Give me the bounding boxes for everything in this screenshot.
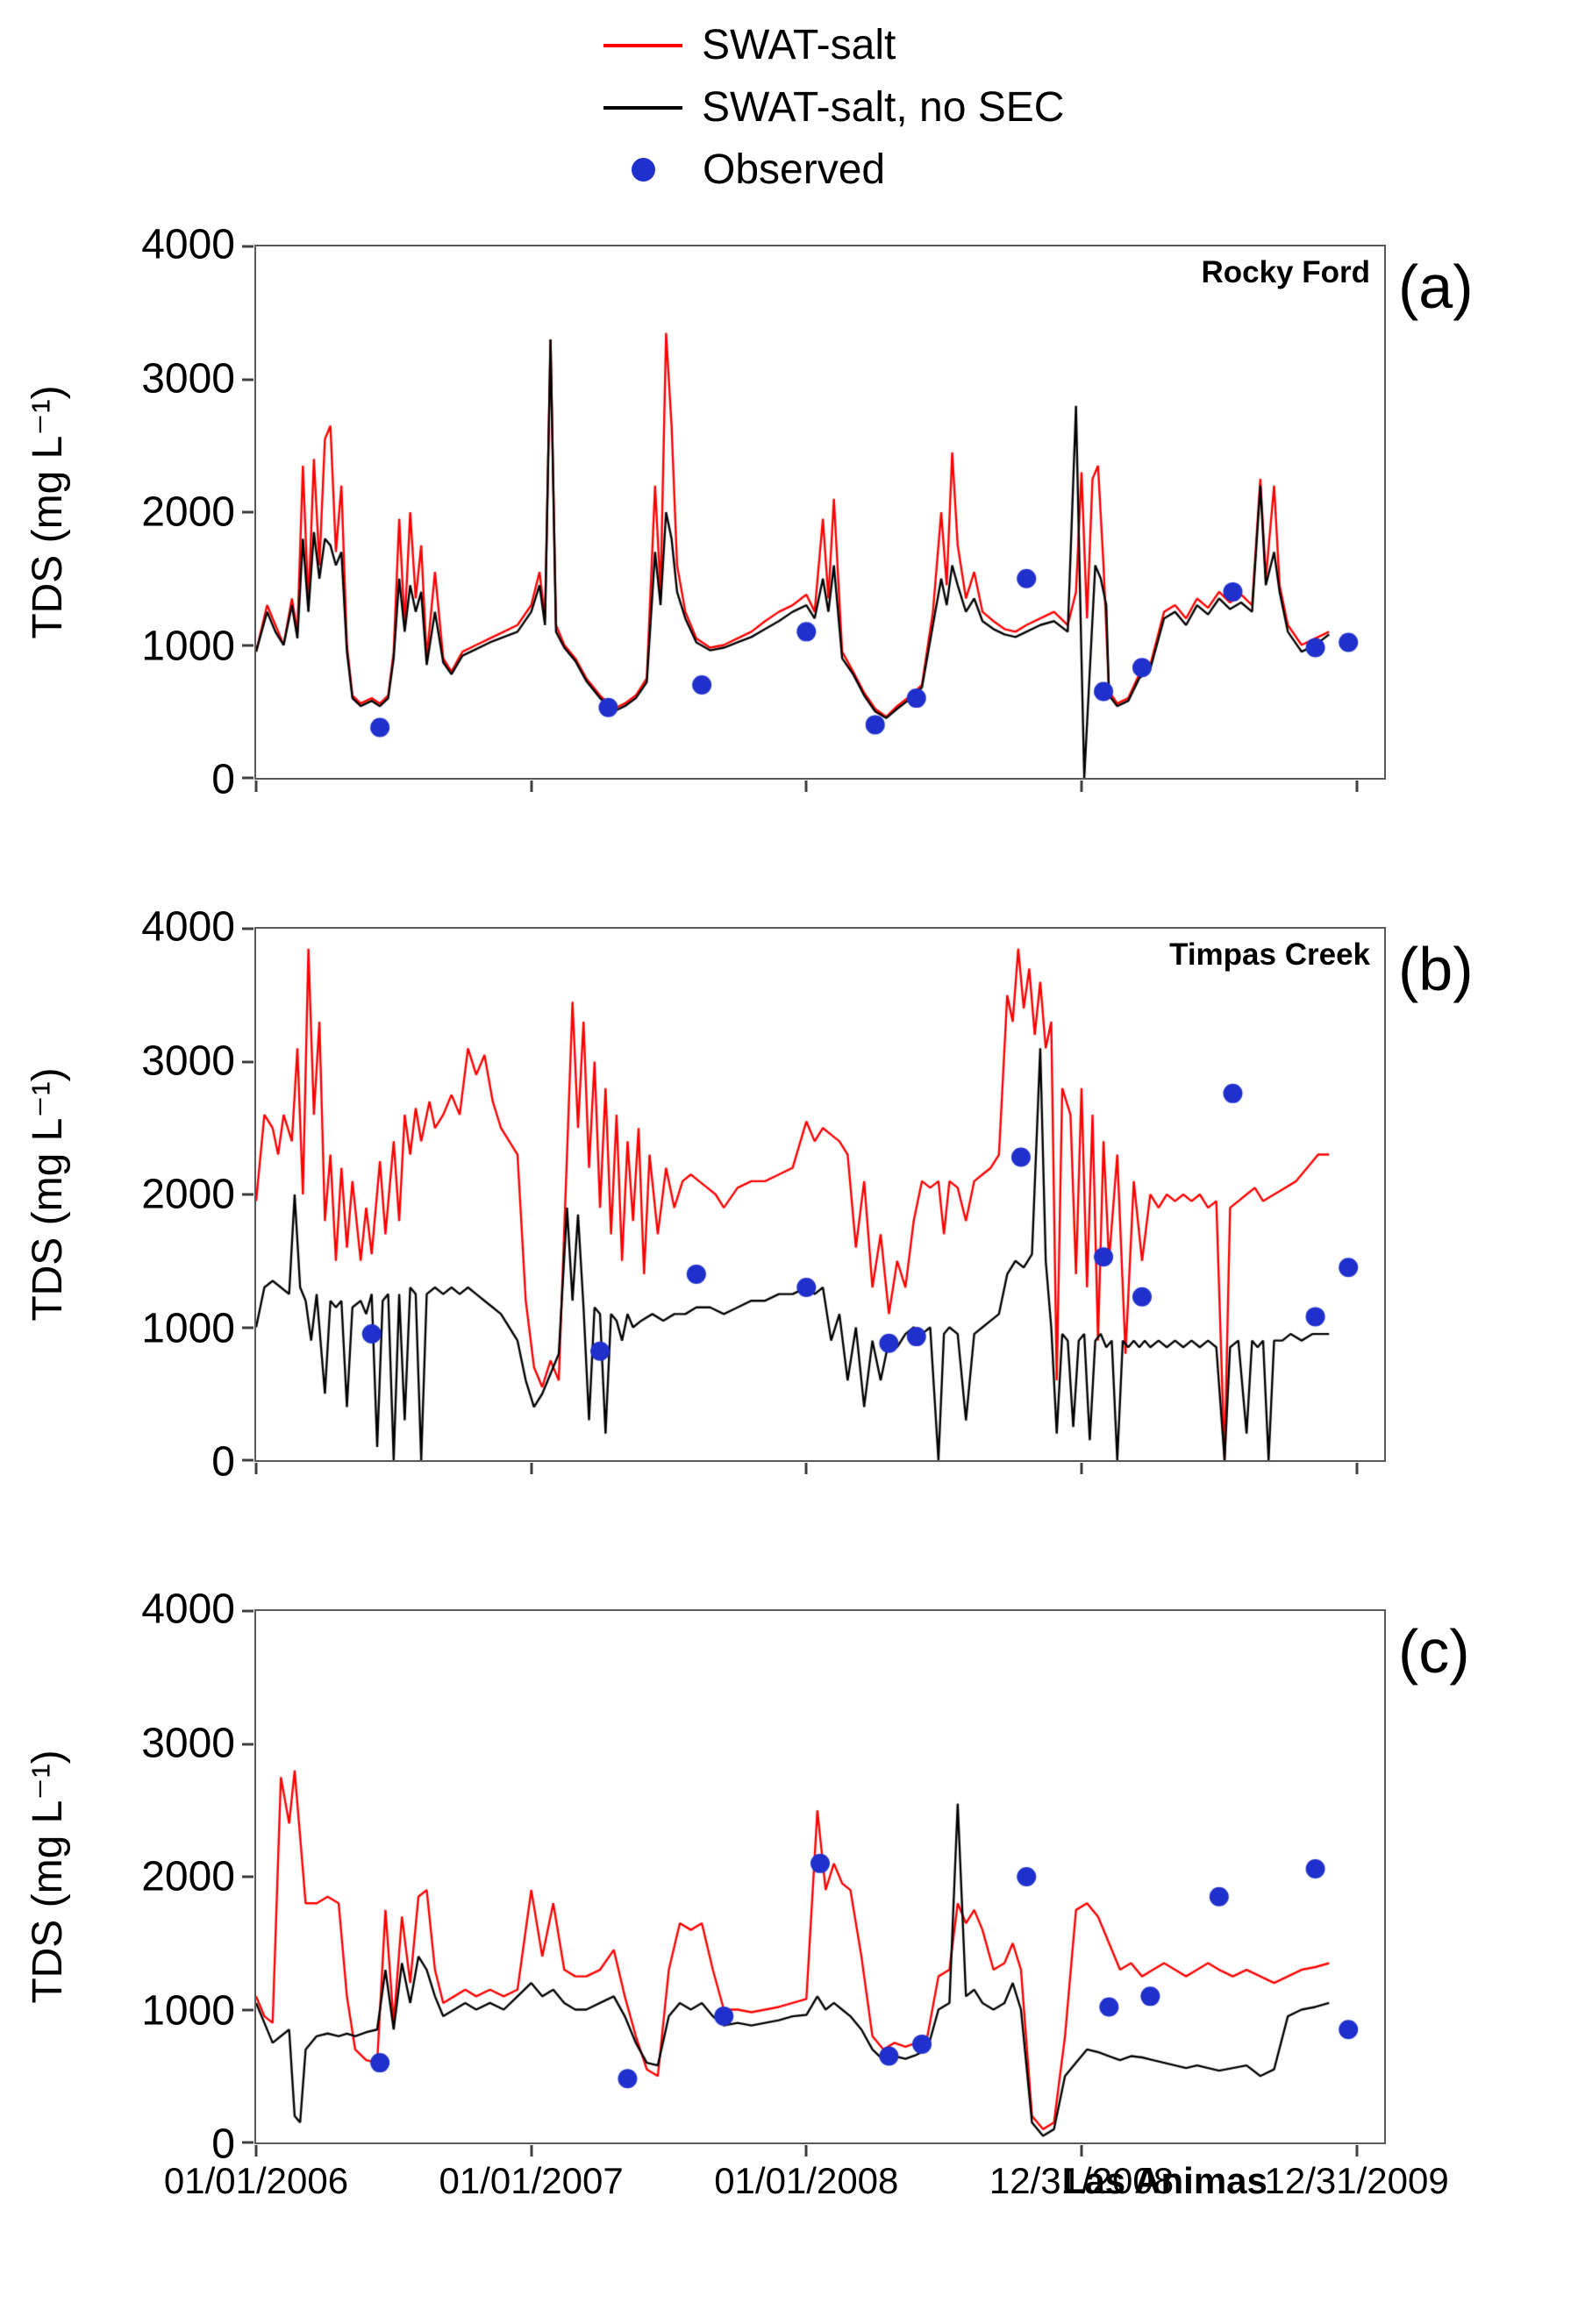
tick-mark <box>804 1463 808 1474</box>
panel-letter-container: (a) <box>1386 245 1578 780</box>
chart-canvas-las-animas <box>256 1611 1384 2142</box>
tick-mark <box>804 2145 808 2156</box>
tick-mark <box>242 2008 253 2011</box>
tick-mark <box>1080 2145 1083 2156</box>
legend-label: SWAT-salt <box>702 22 896 68</box>
y-axis-label: TDS (mg L⁻¹) <box>25 1750 71 2004</box>
tick-mark <box>254 2145 258 2156</box>
y-axis-label-container: TDS (mg L⁻¹) <box>0 927 95 1462</box>
plot-area-las-animas: Las Animas 01/01/2006 01/01/2007 01/01/2… <box>164 1609 1449 2201</box>
plot-area-rocky-ford: Rocky Ford <box>242 245 1386 792</box>
panel-letter: (a) <box>1398 253 1474 321</box>
panel-letter-container: (c) <box>1386 1609 1578 2144</box>
x-tick-label: 01/01/2006 <box>163 2160 349 2201</box>
tick-mark <box>254 1463 258 1474</box>
y-tick-label: 0 <box>211 756 235 803</box>
y-axis-ticks: 4000 3000 2000 1000 0 <box>95 904 254 1486</box>
y-tick-label: 4000 <box>141 903 235 951</box>
legend-item-swat-salt: SWAT-salt <box>603 21 1578 69</box>
panel-letter: (b) <box>1398 935 1474 1003</box>
panel-rocky-ford: TDS (mg L⁻¹) 4000 3000 2000 1000 0 Rocky… <box>0 222 1578 803</box>
panel-title: Las Animas <box>1061 2160 1267 2201</box>
y-axis-label-container: TDS (mg L⁻¹) <box>0 1609 95 2144</box>
legend-label: Observed <box>703 146 886 193</box>
x-tick-label: 01/01/2007 <box>439 2160 624 2201</box>
tick-mark <box>242 510 253 514</box>
tick-mark <box>242 245 253 248</box>
tick-mark <box>242 776 253 780</box>
y-tick-label: 2000 <box>141 488 235 536</box>
y-axis-ticks: 4000 3000 2000 1000 0 <box>95 222 254 803</box>
panel-timpas-creek: TDS (mg L⁻¹) 4000 3000 2000 1000 0 Timpa… <box>0 904 1578 1486</box>
y-axis-ticks: 4000 3000 2000 1000 0 <box>95 1586 254 2168</box>
tick-mark <box>530 2145 533 2156</box>
plot-area-timpas-creek: Timpas Creek <box>242 927 1386 1474</box>
tick-mark <box>242 644 253 646</box>
tick-mark <box>242 1326 253 1329</box>
tick-mark <box>242 1060 253 1063</box>
y-tick-label: 1000 <box>141 1987 235 2034</box>
y-tick-label: 2000 <box>141 1853 235 1900</box>
chart-canvas-timpas-creek <box>256 929 1384 1460</box>
legend-item-observed: Observed <box>603 146 1578 194</box>
tick-mark <box>242 1458 253 1462</box>
legend: SWAT-salt SWAT-salt, no SEC Observed <box>603 21 1578 194</box>
tick-mark <box>242 1609 253 1613</box>
y-tick-label: 2000 <box>141 1171 235 1218</box>
y-tick-label: 0 <box>211 2121 235 2168</box>
tick-mark <box>242 1743 253 1745</box>
y-tick-label: 3000 <box>141 1720 235 1766</box>
legend-label: SWAT-salt, no SEC <box>702 84 1065 131</box>
y-tick-label: 4000 <box>141 1586 235 1633</box>
x-tick-label: 12/31/2009 <box>1264 2160 1449 2201</box>
y-tick-label: 1000 <box>141 623 235 669</box>
panel-letter-container: (b) <box>1386 927 1578 1462</box>
tick-mark <box>242 2141 253 2144</box>
blue-dot-marker-icon <box>632 158 655 182</box>
y-axis-label-container: TDS (mg L⁻¹) <box>0 245 95 780</box>
y-axis-label: TDS (mg L⁻¹) <box>25 385 71 639</box>
y-tick-label: 3000 <box>141 1037 235 1084</box>
red-line-marker-icon <box>603 43 682 47</box>
tick-mark <box>1080 781 1083 792</box>
y-tick-label: 3000 <box>141 355 235 402</box>
x-tick-label: 01/01/2008 <box>714 2160 899 2201</box>
panel-title: Rocky Ford <box>1201 255 1370 289</box>
tick-mark <box>1355 781 1359 792</box>
figure-root: { "colors": { "swat_salt": "#ff0000", "n… <box>0 21 1578 2324</box>
y-axis-label: TDS (mg L⁻¹) <box>25 1067 71 1322</box>
tick-mark <box>242 1193 253 1196</box>
tick-mark <box>1080 1463 1083 1474</box>
tick-mark <box>530 1463 533 1474</box>
panel-las-animas: TDS (mg L⁻¹) 4000 3000 2000 1000 0 Las A… <box>0 1586 1578 2202</box>
tick-mark <box>254 781 258 792</box>
x-tick-label: 12/31/2008 <box>989 2160 1175 2201</box>
tick-mark <box>242 927 253 930</box>
panel-title: Timpas Creek <box>1169 937 1370 972</box>
tick-mark <box>530 781 533 792</box>
tick-mark <box>1355 1463 1359 1474</box>
y-tick-label: 4000 <box>141 221 235 268</box>
chart-canvas-rocky-ford <box>256 246 1384 778</box>
y-tick-label: 1000 <box>141 1305 235 1351</box>
panel-letter: (c) <box>1398 1617 1470 1686</box>
legend-item-no-sec: SWAT-salt, no SEC <box>603 83 1578 132</box>
tick-mark <box>1355 2145 1359 2156</box>
tick-mark <box>804 781 808 792</box>
tick-mark <box>242 378 253 381</box>
tick-mark <box>242 1875 253 1878</box>
black-line-marker-icon <box>603 105 682 110</box>
y-tick-label: 0 <box>211 1438 235 1486</box>
